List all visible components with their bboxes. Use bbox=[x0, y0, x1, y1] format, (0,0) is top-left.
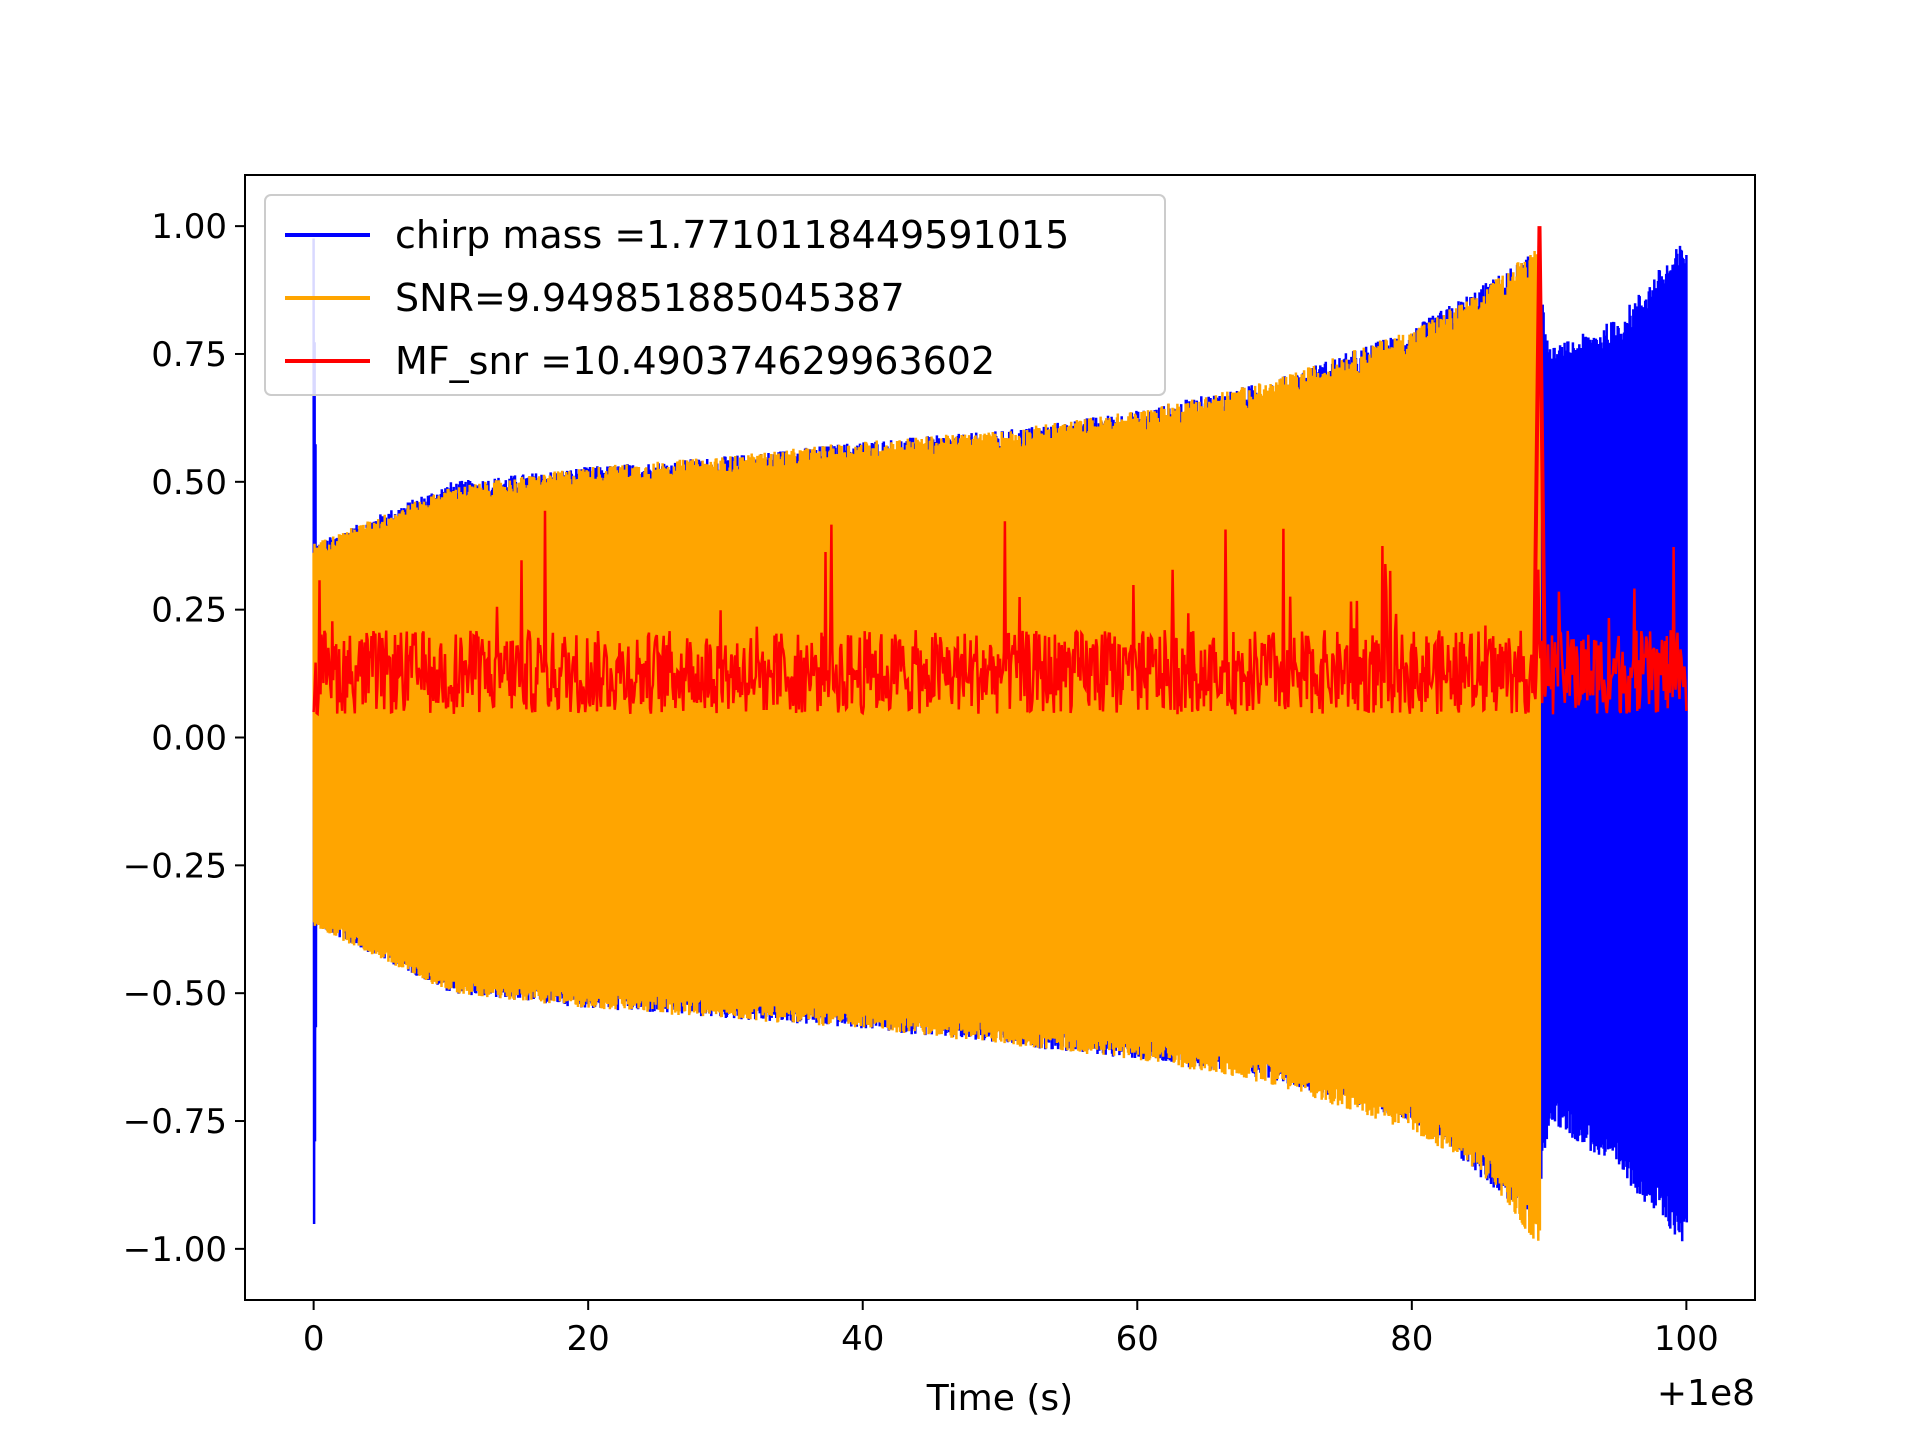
legend-entry: SNR=9.949851885045387 bbox=[395, 276, 905, 320]
x-tick-label: 80 bbox=[1390, 1319, 1433, 1359]
series-mf-snr bbox=[312, 226, 1688, 717]
y-axis: 1.00 0.75 0.50 0.25 0.00 −0.25 −0.50 −0.75 −1.00 bbox=[123, 207, 245, 1270]
mf-snr-peak bbox=[1531, 226, 1547, 687]
y-tick-label: 0.25 bbox=[151, 591, 227, 631]
y-tick-label: −1.00 bbox=[123, 1230, 227, 1270]
legend-box bbox=[264, 194, 1166, 396]
y-tick-label: 0.50 bbox=[151, 463, 227, 503]
y-tick-label: −0.75 bbox=[123, 1102, 227, 1142]
y-tick-label: 0.00 bbox=[151, 719, 227, 759]
x-axis: 0 20 40 60 80 100 bbox=[303, 1300, 1719, 1359]
y-tick-label: 0.75 bbox=[151, 335, 227, 375]
x-axis-label: Time (s) bbox=[926, 1378, 1073, 1419]
legend-entry: chirp mass =1.7710118449591015 bbox=[395, 213, 1069, 257]
x-tick-label: 0 bbox=[303, 1319, 325, 1359]
y-tick-label: 1.00 bbox=[151, 207, 227, 247]
plot-data-layer bbox=[312, 226, 1689, 1242]
legend-entry: MF_snr =10.490374629963602 bbox=[395, 339, 995, 383]
x-tick-label: 60 bbox=[1116, 1319, 1159, 1359]
x-tick-label: 100 bbox=[1654, 1319, 1719, 1359]
legend: chirp mass =1.7710118449591015 SNR=9.9498… bbox=[264, 194, 1166, 396]
y-tick-label: −0.50 bbox=[123, 974, 227, 1014]
series-line bbox=[312, 510, 1688, 717]
y-tick-label: −0.25 bbox=[123, 846, 227, 886]
series-snr bbox=[312, 245, 1542, 1241]
x-tick-label: 20 bbox=[567, 1319, 610, 1359]
x-axis-offset-label: +1e8 bbox=[1657, 1373, 1755, 1414]
series-line bbox=[312, 245, 1542, 1241]
x-tick-label: 40 bbox=[841, 1319, 884, 1359]
